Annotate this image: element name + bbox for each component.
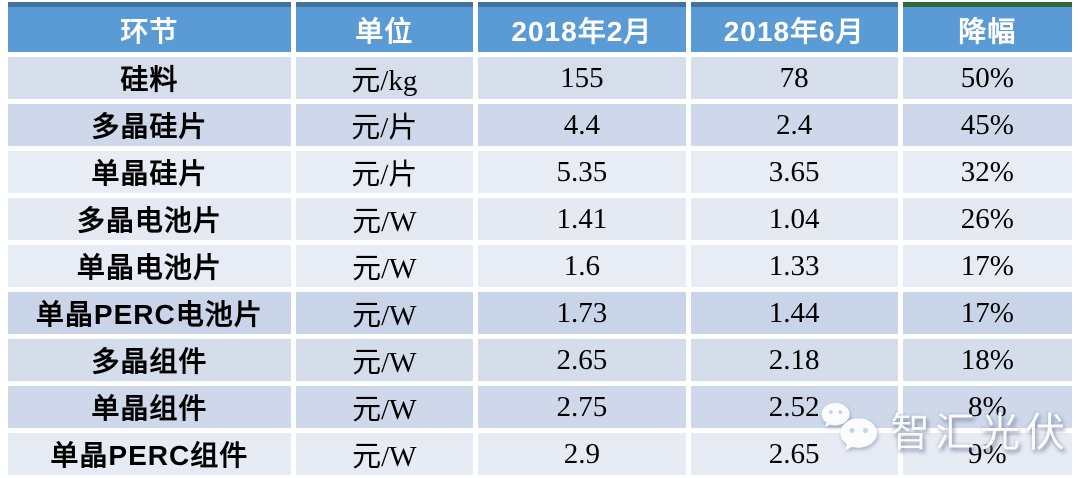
value-cell: 17% [902, 292, 1072, 334]
header-cell: 环节 [8, 2, 291, 52]
value-cell: 2.4 [690, 104, 898, 146]
row-label-cell: 单晶PERC组件 [8, 433, 291, 475]
row-label-cell: 单晶PERC电池片 [8, 292, 291, 334]
value-cell: 78 [690, 57, 898, 99]
value-cell: 1.44 [690, 292, 898, 334]
value-cell: 1.04 [690, 198, 898, 240]
value-cell: 3.65 [690, 151, 898, 193]
value-cell: 元/W [295, 433, 473, 475]
value-cell: 45% [902, 104, 1072, 146]
value-cell: 2.18 [690, 339, 898, 381]
value-cell: 155 [477, 57, 686, 99]
value-cell: 9% [902, 433, 1072, 475]
header-cell: 2018年2月 [477, 2, 686, 52]
row-label-cell: 多晶硅片 [8, 104, 291, 146]
row-label-cell: 硅料 [8, 57, 291, 99]
value-cell: 元/片 [295, 151, 473, 193]
value-cell: 元/W [295, 339, 473, 381]
row-label-cell: 单晶组件 [8, 386, 291, 428]
row-label-cell: 多晶组件 [8, 339, 291, 381]
value-cell: 1.33 [690, 245, 898, 287]
value-cell: 1.41 [477, 198, 686, 240]
header-cell: 2018年6月 [690, 2, 898, 52]
value-cell: 元/kg [295, 57, 473, 99]
pv-price-table: 环节 单位 2018年2月 2018年6月 降幅 硅料 元/kg 155 78 50% 多晶硅片 元/… [8, 2, 1072, 475]
value-cell: 元/片 [295, 104, 473, 146]
value-cell: 4.4 [477, 104, 686, 146]
value-cell: 1.6 [477, 245, 686, 287]
value-cell: 元/W [295, 245, 473, 287]
value-cell: 2.52 [690, 386, 898, 428]
value-cell: 2.65 [690, 433, 898, 475]
value-cell: 2.75 [477, 386, 686, 428]
value-cell: 元/W [295, 386, 473, 428]
value-cell: 5.35 [477, 151, 686, 193]
row-label-cell: 单晶电池片 [8, 245, 291, 287]
row-label-cell: 单晶硅片 [8, 151, 291, 193]
header-cell: 降幅 [902, 2, 1072, 52]
value-cell: 50% [902, 57, 1072, 99]
value-cell: 2.65 [477, 339, 686, 381]
value-cell: 32% [902, 151, 1072, 193]
value-cell: 2.9 [477, 433, 686, 475]
value-cell: 26% [902, 198, 1072, 240]
value-cell: 1.73 [477, 292, 686, 334]
header-cell: 单位 [295, 2, 473, 52]
value-cell: 17% [902, 245, 1072, 287]
value-cell: 元/W [295, 292, 473, 334]
value-cell: 8% [902, 386, 1072, 428]
row-label-cell: 多晶电池片 [8, 198, 291, 240]
value-cell: 元/W [295, 198, 473, 240]
value-cell: 18% [902, 339, 1072, 381]
